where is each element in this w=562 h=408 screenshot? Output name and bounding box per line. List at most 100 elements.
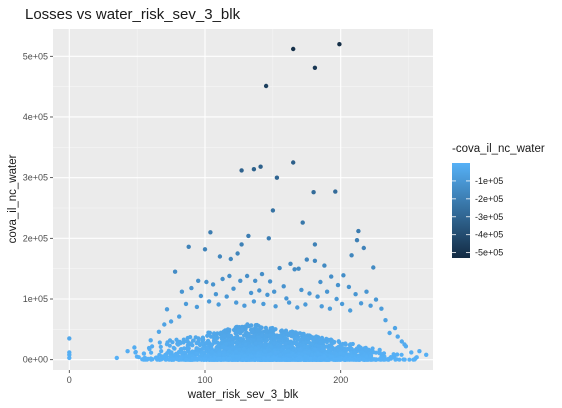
data-point	[243, 357, 248, 362]
data-point	[278, 353, 283, 358]
data-point	[402, 342, 407, 347]
data-point	[125, 349, 130, 354]
data-point	[67, 336, 72, 341]
data-point	[237, 325, 242, 330]
data-point	[373, 297, 379, 302]
data-point	[414, 355, 419, 360]
data-point	[206, 299, 212, 304]
data-point	[186, 244, 191, 249]
data-point	[261, 301, 266, 307]
data-point	[246, 233, 251, 239]
data-point	[240, 328, 245, 334]
data-point	[295, 305, 300, 310]
data-point	[341, 273, 346, 278]
data-point	[273, 304, 278, 309]
data-point	[285, 344, 290, 350]
data-point	[256, 338, 261, 343]
y-tick-label: 1e+05	[23, 294, 48, 304]
data-point	[198, 293, 204, 299]
data-point	[288, 261, 293, 266]
data-point	[354, 346, 359, 351]
data-point	[238, 338, 243, 343]
data-point	[278, 343, 283, 348]
data-point	[357, 357, 362, 362]
data-point	[202, 247, 208, 252]
data-point	[183, 301, 189, 307]
data-point	[132, 345, 137, 350]
data-point	[269, 329, 274, 334]
x-tick-label: 0	[67, 375, 72, 385]
data-point	[255, 329, 260, 334]
data-point	[216, 302, 221, 307]
data-point	[167, 350, 172, 355]
data-point	[312, 65, 318, 71]
data-point	[295, 341, 300, 346]
data-point	[241, 347, 247, 352]
data-point	[194, 341, 199, 346]
data-point	[262, 356, 267, 362]
data-point	[383, 318, 388, 323]
data-point	[358, 346, 363, 351]
data-point	[368, 354, 373, 359]
data-point	[179, 347, 184, 352]
data-point	[209, 357, 214, 362]
data-point	[196, 278, 201, 283]
data-point	[251, 338, 256, 343]
data-point	[225, 357, 230, 362]
data-point	[307, 333, 312, 338]
data-point	[399, 352, 404, 357]
data-point	[409, 350, 414, 355]
data-point	[358, 301, 364, 306]
chart-title: Losses vs water_risk_sev_3_blk	[25, 6, 241, 23]
data-point	[215, 357, 220, 362]
data-point	[378, 357, 383, 362]
data-point	[252, 354, 257, 359]
data-point	[337, 340, 342, 345]
data-point	[231, 286, 236, 291]
data-point	[332, 357, 337, 362]
data-point	[348, 308, 353, 313]
x-tick-label: 100	[197, 375, 212, 385]
data-point	[251, 299, 257, 304]
data-point	[364, 289, 369, 294]
data-point	[313, 336, 318, 341]
data-point	[249, 347, 254, 352]
data-point	[199, 353, 204, 358]
data-point	[204, 279, 209, 285]
data-point	[407, 357, 412, 362]
data-point	[210, 282, 216, 287]
data-point	[387, 330, 392, 336]
data-point	[208, 230, 213, 235]
x-axis-title: water_risk_sev_3_blk	[187, 389, 299, 401]
data-point	[342, 357, 347, 362]
data-point	[297, 355, 302, 360]
data-point	[224, 294, 229, 299]
legend-labels: -1e+05 -2e+05 -3e+05 -4e+05 -5e+05	[452, 176, 503, 258]
data-point	[114, 355, 120, 361]
data-point	[150, 344, 155, 349]
data-point	[202, 357, 207, 362]
data-point	[200, 342, 205, 347]
data-point	[267, 279, 273, 284]
data-point	[227, 333, 233, 338]
data-point	[287, 340, 292, 345]
data-point	[157, 340, 162, 345]
data-point	[273, 327, 278, 332]
y-tick-label: 0e+00	[23, 355, 48, 365]
data-point	[159, 349, 164, 354]
data-point	[272, 289, 277, 294]
data-point	[277, 357, 282, 362]
data-point	[289, 344, 294, 350]
data-point	[292, 267, 297, 272]
data-point	[245, 333, 250, 338]
data-point	[312, 258, 318, 263]
data-point	[148, 356, 153, 361]
data-point	[223, 338, 228, 343]
grid-lines	[53, 29, 433, 370]
data-point	[282, 350, 287, 355]
data-point	[304, 340, 309, 345]
data-point	[246, 338, 251, 343]
data-point	[315, 339, 320, 344]
data-point	[238, 343, 243, 348]
data-point	[328, 355, 333, 360]
